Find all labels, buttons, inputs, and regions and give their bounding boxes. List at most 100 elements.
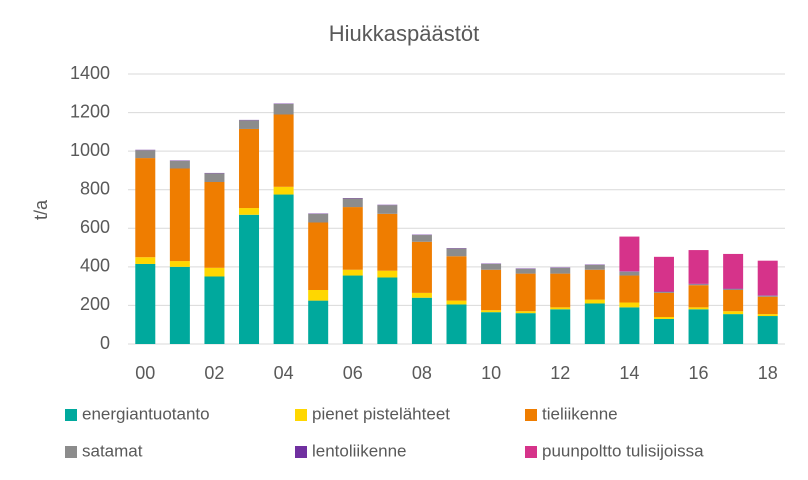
x-tick-label: 02 [204, 363, 224, 383]
bar-segment [169, 168, 190, 262]
legend-label: satamat [82, 441, 143, 460]
x-tick-label: 12 [550, 363, 570, 383]
bar-segment [653, 318, 674, 344]
bar-segment [446, 256, 467, 301]
bar-segment [135, 257, 156, 264]
legend-label: pienet pistelähteet [312, 404, 450, 423]
bar-segment [757, 314, 778, 317]
bar-segment [688, 307, 709, 310]
x-tick-label: 08 [412, 363, 432, 383]
bar-segment [515, 313, 536, 344]
bar-segment [273, 194, 294, 344]
bar-segment [619, 275, 640, 303]
chart-title: Hiukkaspäästöt [329, 21, 479, 46]
bar-segment [273, 114, 294, 187]
bar-segment [550, 309, 571, 344]
bar-segment [377, 213, 398, 271]
y-tick-label: 1400 [70, 63, 110, 83]
bar-segment [515, 273, 536, 312]
bar-segment [239, 214, 260, 344]
legend-swatch [295, 446, 307, 458]
bar-segment [204, 276, 225, 344]
bar-segment [169, 261, 190, 267]
bar-segment [550, 273, 571, 308]
bar-segment [688, 284, 709, 286]
bar-segment [239, 128, 260, 209]
bar-segment [481, 312, 502, 344]
bar-segment [757, 296, 778, 315]
bar-segment [481, 263, 502, 270]
bar-segment [204, 182, 225, 268]
bar-segment [584, 264, 605, 270]
bar-segment [342, 198, 363, 208]
bar-segment [619, 307, 640, 344]
bar-segment [723, 311, 744, 315]
x-tick-label: 14 [619, 363, 639, 383]
bar-segment [169, 266, 190, 344]
legend-label: lentoliikenne [312, 441, 407, 460]
x-tick-label: 06 [343, 363, 363, 383]
bar-segment [619, 271, 640, 276]
bar-segment [377, 277, 398, 344]
bar-segment [135, 158, 156, 258]
legend-swatch [525, 409, 537, 421]
bar-segment [411, 297, 432, 344]
bar-segment [342, 275, 363, 344]
y-tick-label: 0 [100, 333, 110, 353]
bar-segment [653, 317, 674, 319]
bar-segment [515, 311, 536, 314]
bar-segment [481, 310, 502, 313]
bar-segment [204, 267, 225, 277]
bar-segment [550, 307, 571, 310]
bar-segment [653, 292, 674, 317]
bar-segment [446, 304, 467, 344]
bar-segment [723, 289, 744, 290]
legend-swatch [295, 409, 307, 421]
bar-segment [757, 260, 778, 296]
bar-segment [342, 207, 363, 270]
bar-segment [446, 300, 467, 305]
legend-swatch [65, 409, 77, 421]
x-tick-label: 04 [274, 363, 294, 383]
legend-swatch [525, 446, 537, 458]
y-tick-label: 200 [80, 294, 110, 314]
bar-segment [135, 263, 156, 344]
y-tick-label: 800 [80, 178, 110, 198]
bar-segment [308, 222, 329, 290]
bar-segment [377, 270, 398, 278]
bar-segment [584, 299, 605, 304]
bar-segment [653, 256, 674, 292]
bar-segment [342, 269, 363, 276]
bar-segment [411, 292, 432, 298]
bar-segment [308, 300, 329, 344]
x-tick-label: 10 [481, 363, 501, 383]
bar-segment [723, 314, 744, 344]
legend-swatch [65, 446, 77, 458]
bar-segment [377, 205, 398, 214]
bar-segment [204, 173, 225, 182]
bar-segment [308, 290, 329, 301]
bar-segment [757, 295, 778, 297]
bar-segment [584, 269, 605, 300]
bar-segment [619, 302, 640, 308]
bar-segment [239, 208, 260, 215]
bar-segment [723, 290, 744, 312]
legend-label: energiantuotanto [82, 404, 210, 423]
bar-segment [515, 268, 536, 274]
x-tick-label: 00 [135, 363, 155, 383]
y-tick-label: 400 [80, 256, 110, 276]
bar-segment [273, 186, 294, 195]
bar-segment [169, 160, 190, 169]
x-tick-label: 16 [689, 363, 709, 383]
bar-segment [723, 253, 744, 289]
bar-segment [688, 285, 709, 308]
bar-segment [481, 269, 502, 311]
bar-segment [584, 303, 605, 344]
y-tick-label: 1000 [70, 140, 110, 160]
y-tick-label: 600 [80, 217, 110, 237]
legend-label: tieliikenne [542, 404, 618, 423]
bar-segment [239, 120, 260, 129]
legend-label: puunpoltto tulisijoissa [542, 441, 704, 460]
bar-segment [688, 309, 709, 344]
